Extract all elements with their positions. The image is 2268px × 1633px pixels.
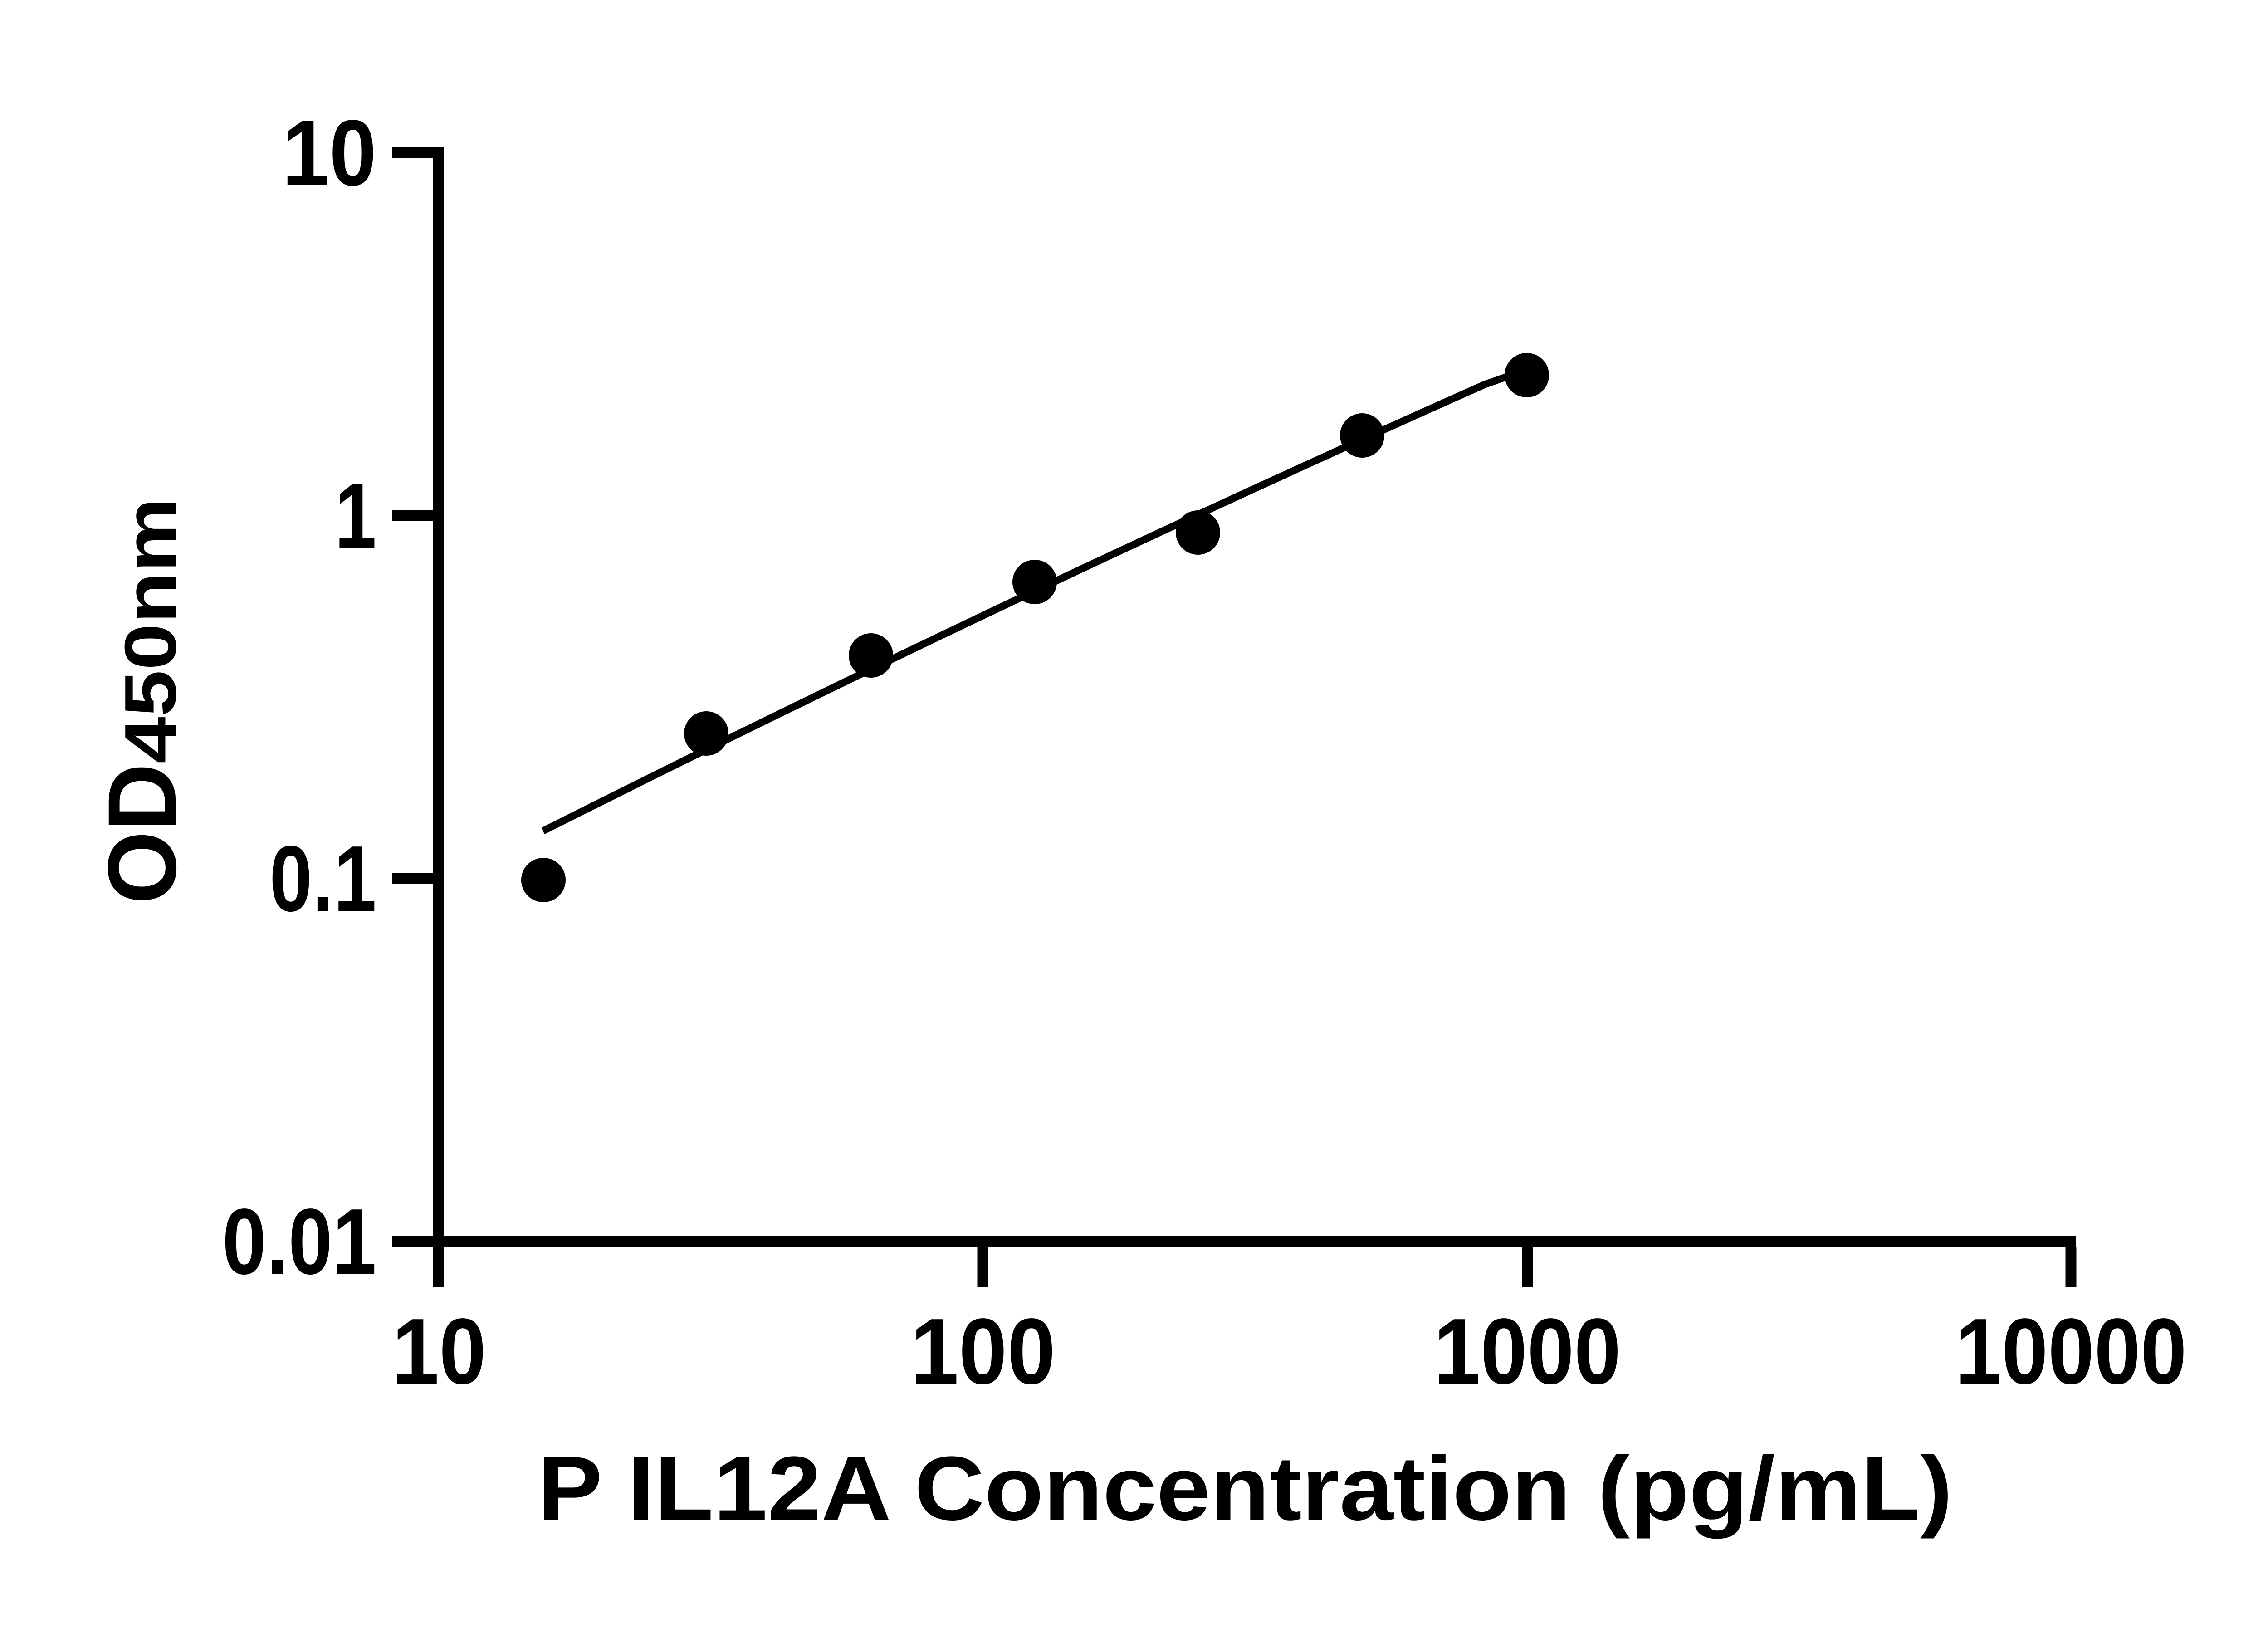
svg-text:10000: 10000 — [1955, 1299, 2187, 1403]
svg-text:10: 10 — [282, 101, 376, 205]
svg-text:10: 10 — [392, 1299, 486, 1403]
svg-text:100: 100 — [910, 1299, 1056, 1403]
svg-text:1000: 1000 — [1434, 1299, 1621, 1403]
svg-text:P IL12A Concentration (pg/mL): P IL12A Concentration (pg/mL) — [538, 1438, 1953, 1539]
svg-text:OD450nm: OD450nm — [88, 498, 196, 904]
svg-text:1: 1 — [335, 464, 376, 568]
svg-text:0.01: 0.01 — [222, 1189, 376, 1294]
svg-text:0.1: 0.1 — [269, 826, 376, 931]
